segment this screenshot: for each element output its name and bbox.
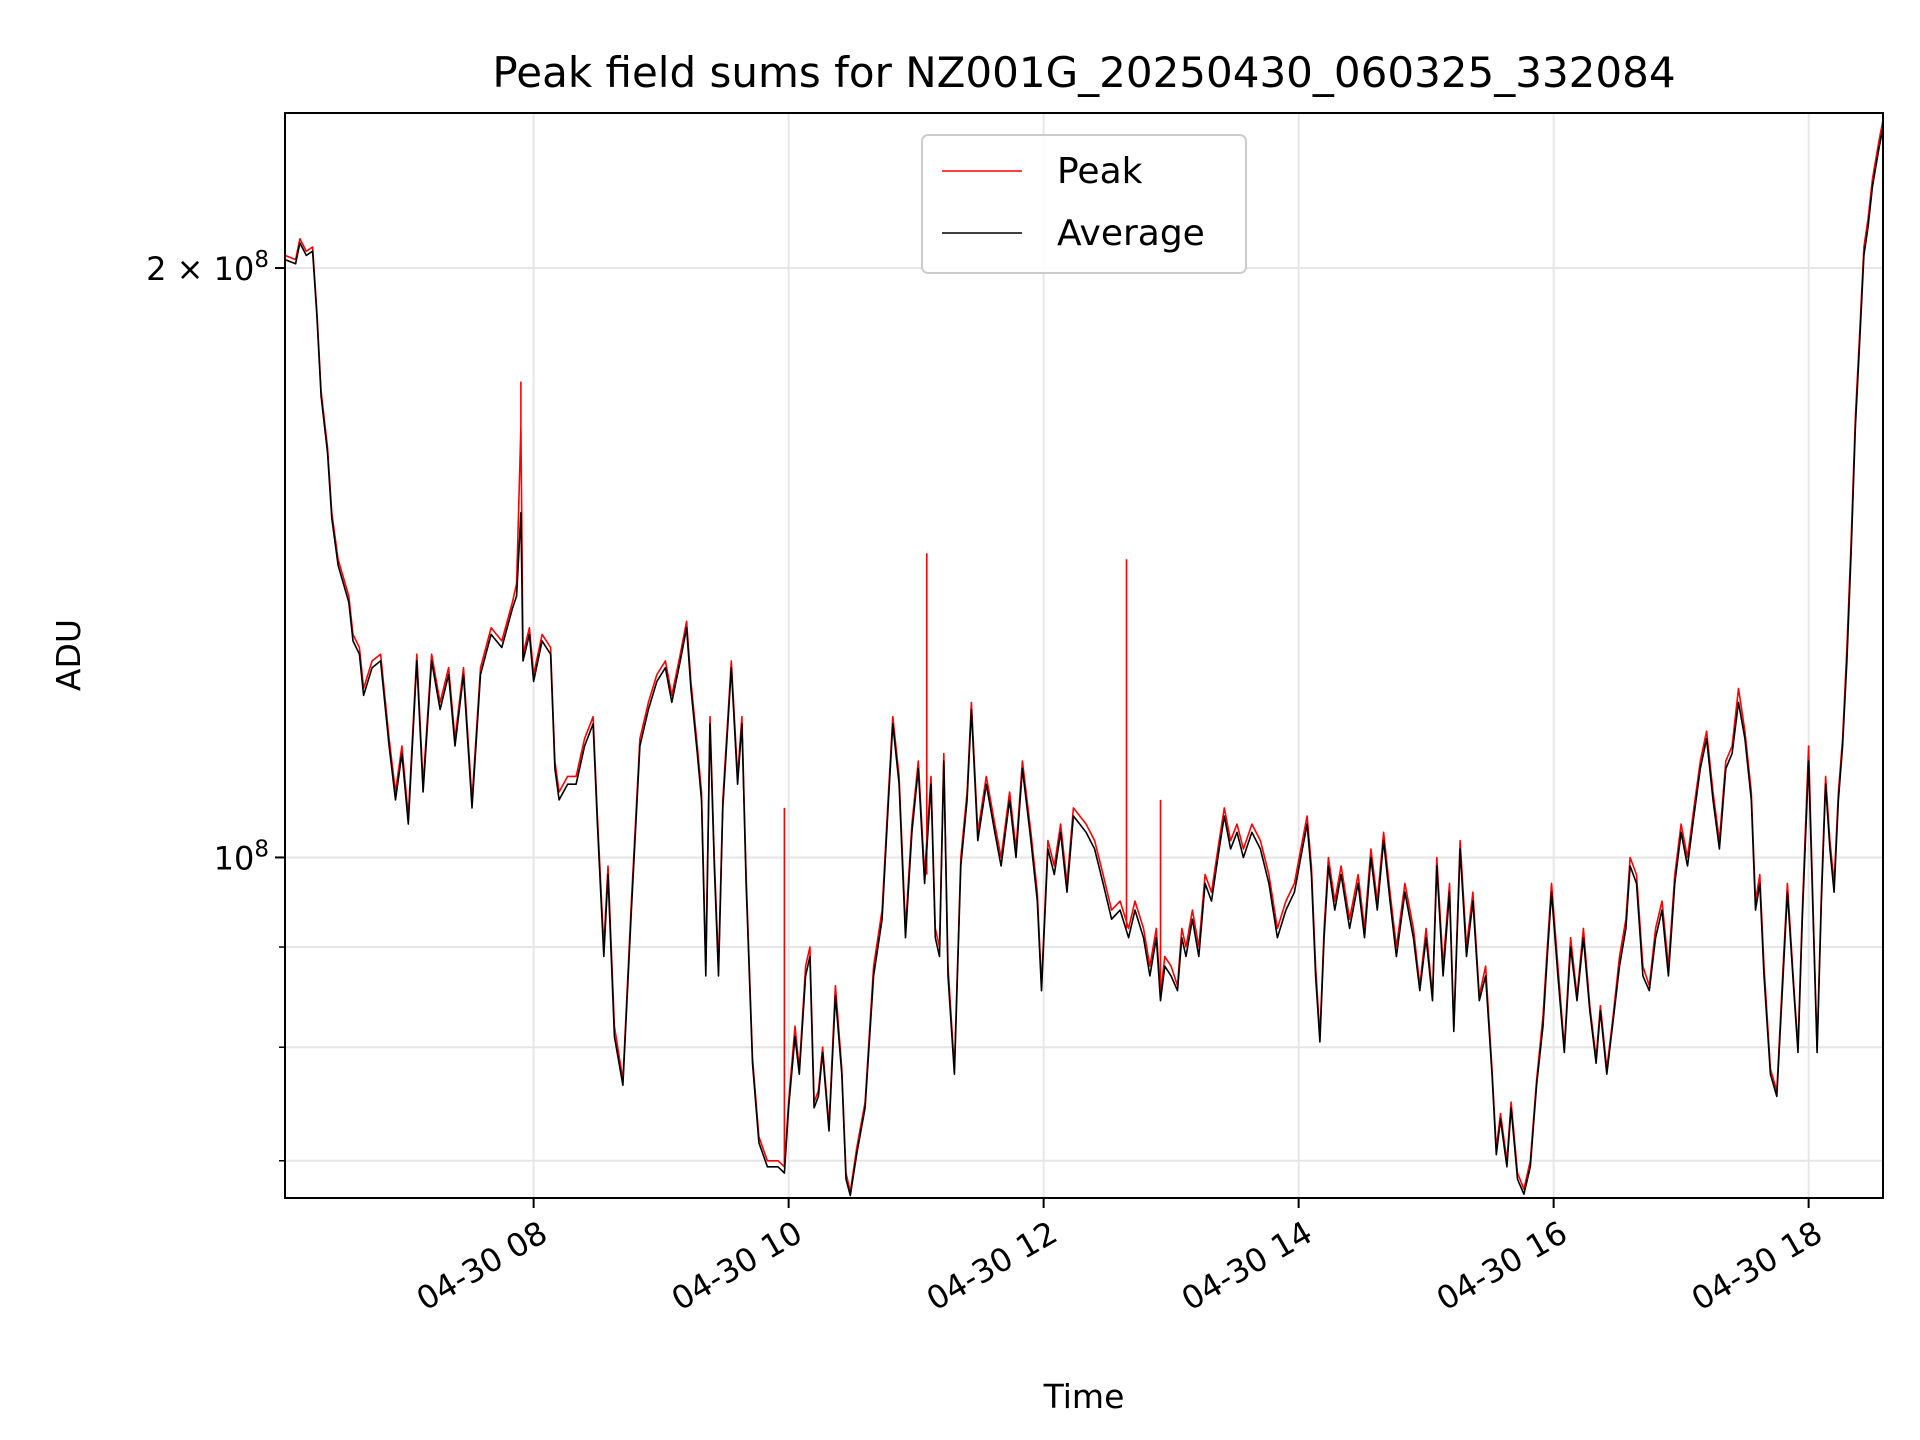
y-axis-label: ADU	[49, 619, 88, 691]
x-axis-label: Time	[1043, 1377, 1125, 1416]
legend-label-peak: Peak	[1057, 151, 1143, 192]
y-tick-label: 2 × 108	[146, 247, 269, 288]
legend: Peak Average	[921, 134, 1247, 274]
chart-title: Peak field sums for NZ001G_20250430_0603…	[492, 48, 1675, 97]
series-line-peak	[285, 119, 1883, 1193]
series-line-average	[285, 127, 1883, 1197]
legend-label-average: Average	[1057, 213, 1205, 254]
grid	[285, 113, 1883, 1198]
plot-frame	[284, 112, 1884, 1199]
y-tick-label: 108	[214, 836, 269, 877]
series-layer	[285, 119, 1883, 1197]
legend-box	[921, 134, 1247, 274]
